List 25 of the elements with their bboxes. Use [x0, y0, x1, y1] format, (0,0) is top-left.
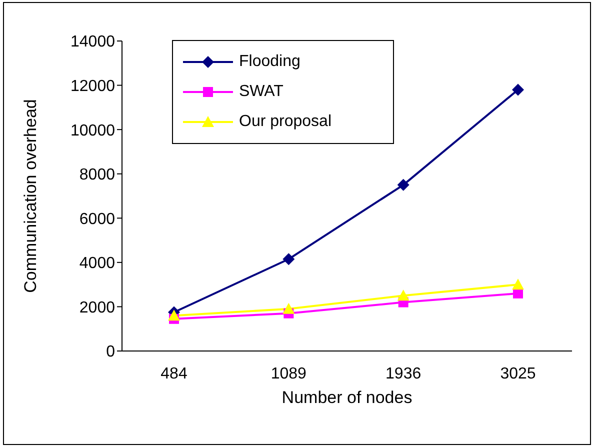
y-tick-label: 2000	[79, 299, 116, 316]
legend-label: Flooding	[239, 53, 300, 71]
y-tick-label: 0	[106, 344, 116, 361]
x-tick-label: 484	[160, 365, 188, 382]
y-axis-title: Communication overhead	[21, 99, 40, 293]
point	[397, 178, 410, 191]
legend-label: Our proposal	[239, 113, 332, 131]
legend-label: SWAT	[239, 83, 284, 101]
x-tick-label: 1089	[270, 365, 307, 382]
point	[513, 288, 523, 298]
point	[512, 84, 524, 96]
y-tick-label: 14000	[70, 34, 116, 51]
y-tick-label: 8000	[79, 166, 116, 184]
x-tick-label: 3025	[500, 365, 536, 382]
y-tick-label: 10000	[70, 122, 116, 140]
point	[168, 310, 180, 321]
y-tick-label: 6000	[79, 210, 116, 228]
y-tick-label: 4000	[79, 255, 116, 272]
x-tick-label: 1936	[386, 365, 422, 382]
point	[397, 290, 410, 301]
x-axis-title: Number of nodes	[282, 388, 412, 407]
point	[512, 278, 524, 290]
y-tick-label: 12000	[70, 78, 116, 95]
point	[282, 302, 295, 314]
point	[282, 253, 295, 266]
